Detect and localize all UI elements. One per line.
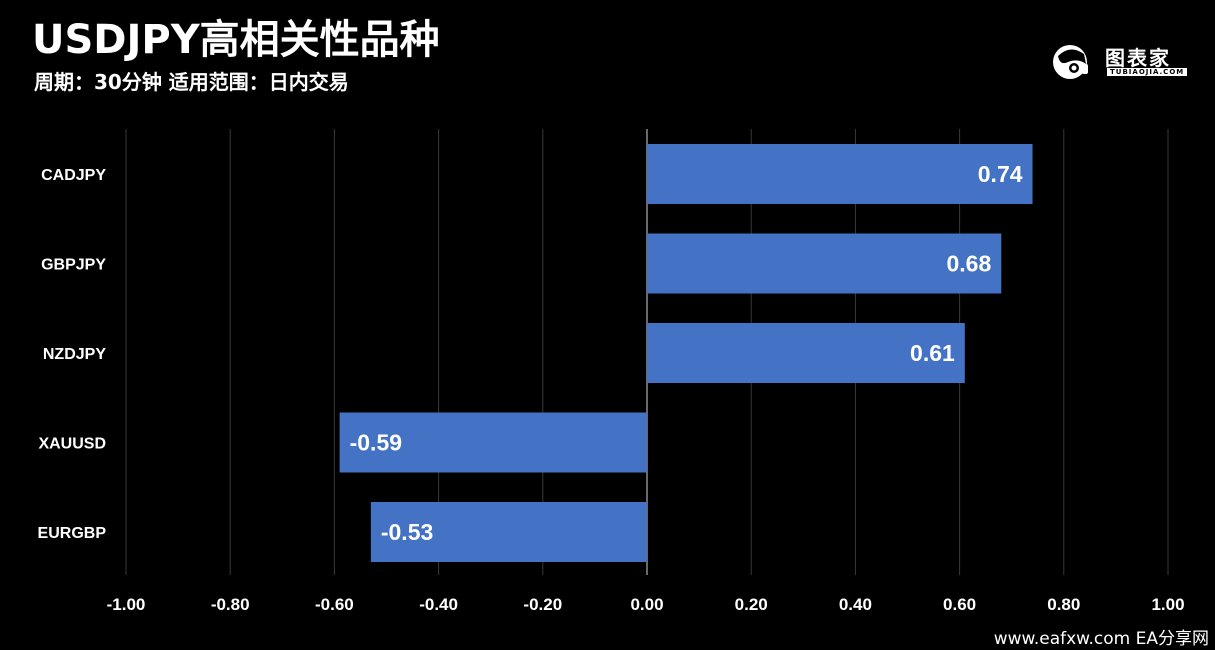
brand-logo: 图表家 TUBIAOJIA.COM xyxy=(1050,40,1188,84)
category-label: GBPJPY xyxy=(41,257,106,274)
x-tick-label: 0.20 xyxy=(735,595,768,614)
x-tick-label: -0.40 xyxy=(419,595,458,614)
brand-sub: TUBIAOJIA.COM xyxy=(1107,68,1188,76)
x-tick-label: 0.80 xyxy=(1047,595,1080,614)
x-tick-label: -1.00 xyxy=(107,595,146,614)
category-label: CADJPY xyxy=(41,167,106,184)
x-tick-label: 0.40 xyxy=(839,595,872,614)
bar-nzdjpy xyxy=(647,323,965,383)
bars xyxy=(339,144,1033,562)
chart-title: USDJPY高相关性品种 xyxy=(32,17,440,63)
site-watermark: www.eafxw.com EA分享网 xyxy=(993,629,1209,649)
bar-xauusd xyxy=(339,412,647,473)
bar-gbpjpy xyxy=(647,233,1002,294)
x-axis-tick-labels: -1.00 -0.80 -0.60 -0.40 -0.20 0.00 0.20 0.40 0.6… xyxy=(107,595,1185,614)
bar-value-label: 0.74 xyxy=(978,161,1023,187)
x-tick-label: -0.20 xyxy=(523,595,562,614)
category-labels: CADJPY GBPJPY NZDJPY XAUUSD EURGBP xyxy=(38,167,107,542)
bar-cadjpy xyxy=(647,144,1033,204)
chart-subtitle: 周期：30分钟 适用范围：日内交易 xyxy=(34,70,349,94)
category-label: NZDJPY xyxy=(43,346,106,363)
bar-value-label: -0.59 xyxy=(350,430,402,456)
bar-eurgbp xyxy=(370,502,647,562)
category-label: EURGBP xyxy=(38,525,107,542)
x-tick-label: 1.00 xyxy=(1151,595,1184,614)
robot-head-logo-icon xyxy=(1053,45,1088,79)
x-tick-label: -0.80 xyxy=(211,595,250,614)
x-tick-label: -0.60 xyxy=(315,595,354,614)
bar-value-label: 0.68 xyxy=(947,251,992,277)
bar-value-label: -0.53 xyxy=(381,519,433,545)
x-tick-label: 0.60 xyxy=(943,595,976,614)
category-label: XAUUSD xyxy=(38,436,106,453)
brand-name: 图表家 xyxy=(1105,46,1171,70)
bar-value-label: 0.61 xyxy=(910,340,955,366)
value-labels: 0.74 0.68 0.61 -0.59 -0.53 xyxy=(350,161,1023,545)
x-tick-label: 0.00 xyxy=(630,595,663,614)
